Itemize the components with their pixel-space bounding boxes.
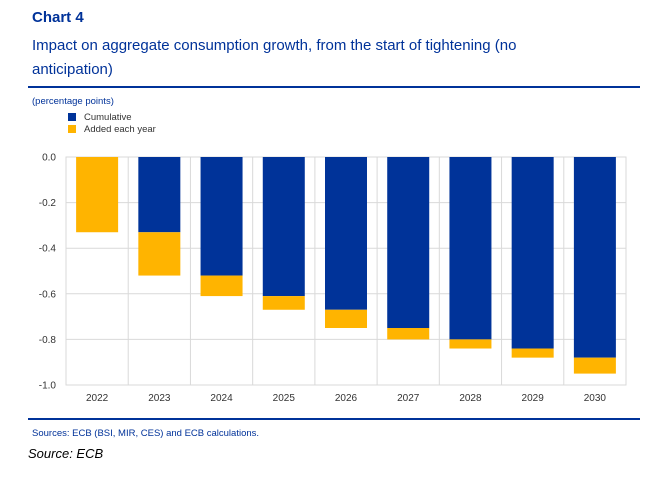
x-tick-label: 2025	[273, 393, 296, 404]
y-axis: 0.0 -0.2 -0.4 -0.6 -0.8 -1.0	[39, 153, 57, 392]
legend-swatch-added-each-year	[68, 125, 76, 133]
y-tick-label: -0.8	[39, 335, 57, 346]
x-tick-label: 2023	[148, 393, 171, 404]
x-tick-label: 2028	[459, 393, 482, 404]
bar-cumulative-2026	[325, 157, 367, 310]
bar-cumulative-2027	[387, 157, 430, 328]
x-axis: 2022 2023 2024 2025 2026 2027 2028 2029 2030	[86, 393, 606, 404]
x-tick-label: 2030	[584, 393, 607, 404]
bar-cumulative-2025	[262, 157, 305, 297]
source-credit: Source: ECB	[28, 446, 104, 461]
bar-cumulative-2023	[138, 157, 181, 233]
bar-cumulative-2024	[200, 157, 243, 276]
y-tick-label: -0.2	[39, 198, 57, 209]
footer-divider	[28, 418, 640, 420]
bar-added-2027	[387, 328, 430, 340]
legend-label: Added each year	[84, 124, 156, 135]
x-tick-label: 2029	[522, 393, 545, 404]
y-tick-label: -0.4	[39, 244, 57, 255]
bar-cumulative-2029	[511, 157, 554, 349]
x-tick-label: 2027	[397, 393, 420, 404]
x-tick-label: 2022	[86, 393, 109, 404]
y-tick-label: -0.6	[39, 289, 57, 300]
bar-added-2022	[76, 157, 119, 233]
chart-title: Impact on aggregate consumption growth, …	[32, 37, 517, 78]
legend-swatch-cumulative	[68, 113, 76, 121]
bar-cumulative-2030	[573, 157, 616, 358]
sources-note: Sources: ECB (BSI, MIR, CES) and ECB cal…	[32, 428, 260, 439]
y-tick-label: 0.0	[42, 153, 56, 164]
header-divider	[28, 86, 640, 88]
bar-added-2030	[573, 357, 616, 374]
bars	[76, 157, 616, 374]
legend-label: Cumulative	[84, 112, 132, 123]
unit-label: (percentage points)	[32, 96, 114, 107]
bar-added-2024	[200, 275, 243, 297]
bar-added-2025	[262, 296, 305, 310]
bar-added-2028	[449, 339, 492, 349]
bar-added-2029	[511, 348, 554, 358]
chart-number: Chart 4	[32, 9, 84, 26]
x-tick-label: 2026	[335, 393, 358, 404]
bar-cumulative-2028	[449, 157, 492, 340]
y-tick-label: -1.0	[39, 381, 57, 392]
bar-added-2026	[325, 309, 367, 328]
x-tick-label: 2024	[210, 393, 233, 404]
bar-added-2023	[138, 232, 181, 276]
